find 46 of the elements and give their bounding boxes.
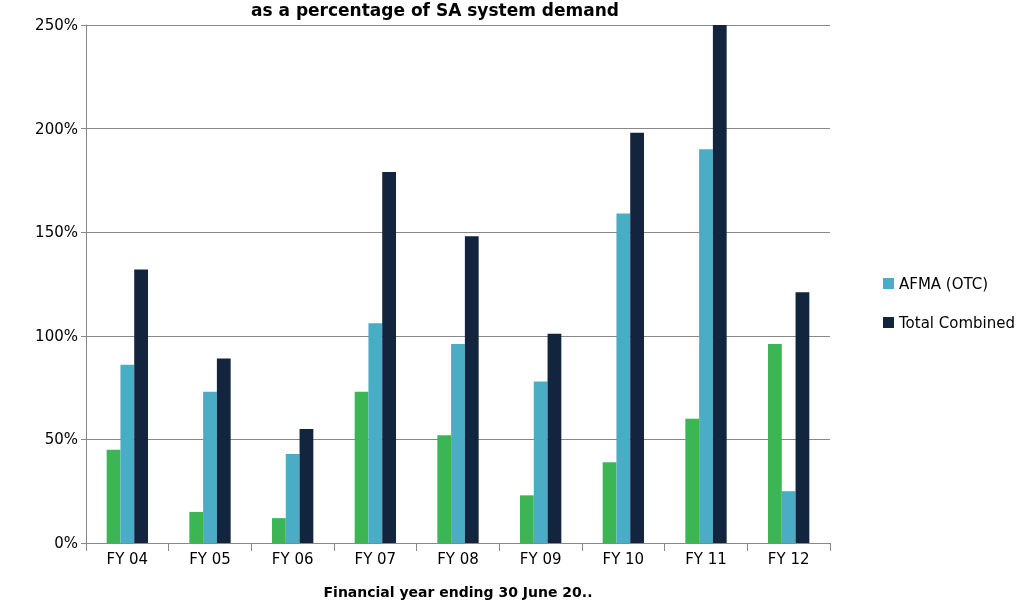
legend-label: Total Combined: [897, 313, 1016, 332]
bar: [354, 391, 369, 543]
bar: [437, 435, 452, 543]
x-tick-label: FY 06: [271, 549, 314, 568]
x-tick-label: FY 12: [767, 549, 810, 568]
bar: [712, 25, 727, 543]
x-tick-label: FY 08: [437, 549, 479, 568]
bar: [768, 344, 782, 543]
bar: [285, 453, 300, 543]
bar: [464, 236, 479, 543]
y-tick-label: 200%: [35, 119, 78, 138]
chart-title: as a percentage of SA system demand: [251, 0, 619, 20]
bar: [533, 381, 548, 543]
x-tick-label: FY 09: [519, 549, 562, 568]
bar: [134, 269, 148, 543]
y-tick-label: 0%: [54, 534, 78, 552]
bar: [299, 429, 314, 543]
x-tick-label: FY 04: [106, 549, 149, 568]
bar: [602, 462, 617, 543]
legend-label: AFMA (OTC): [898, 274, 989, 293]
x-tick-label: FY 07: [354, 549, 397, 568]
x-tick-label: FY 05: [189, 549, 231, 568]
y-tick-label: 250%: [35, 16, 78, 34]
y-tick-label: 50%: [44, 430, 78, 449]
x-axis-title: Financial year ending 30 June 20..: [323, 584, 593, 600]
bar: [189, 511, 204, 543]
bar: [616, 213, 631, 543]
bar: [685, 418, 700, 543]
x-tick-label: FY 10: [602, 549, 645, 568]
bar: [368, 323, 383, 543]
bar: [547, 333, 562, 543]
bar: [106, 449, 121, 543]
bar: [216, 358, 231, 543]
bar: [272, 518, 286, 543]
bar: [795, 292, 810, 543]
bar: [781, 491, 796, 543]
bar: [451, 344, 465, 543]
bar: [520, 495, 534, 543]
bar: [699, 149, 713, 543]
bar: [203, 391, 217, 543]
x-tick-label: FY 11: [685, 549, 727, 568]
y-tick-label: 150%: [35, 223, 78, 242]
bar: [630, 132, 644, 543]
bar: [120, 364, 135, 543]
bar: [382, 172, 396, 543]
y-tick-label: 100%: [35, 326, 78, 345]
